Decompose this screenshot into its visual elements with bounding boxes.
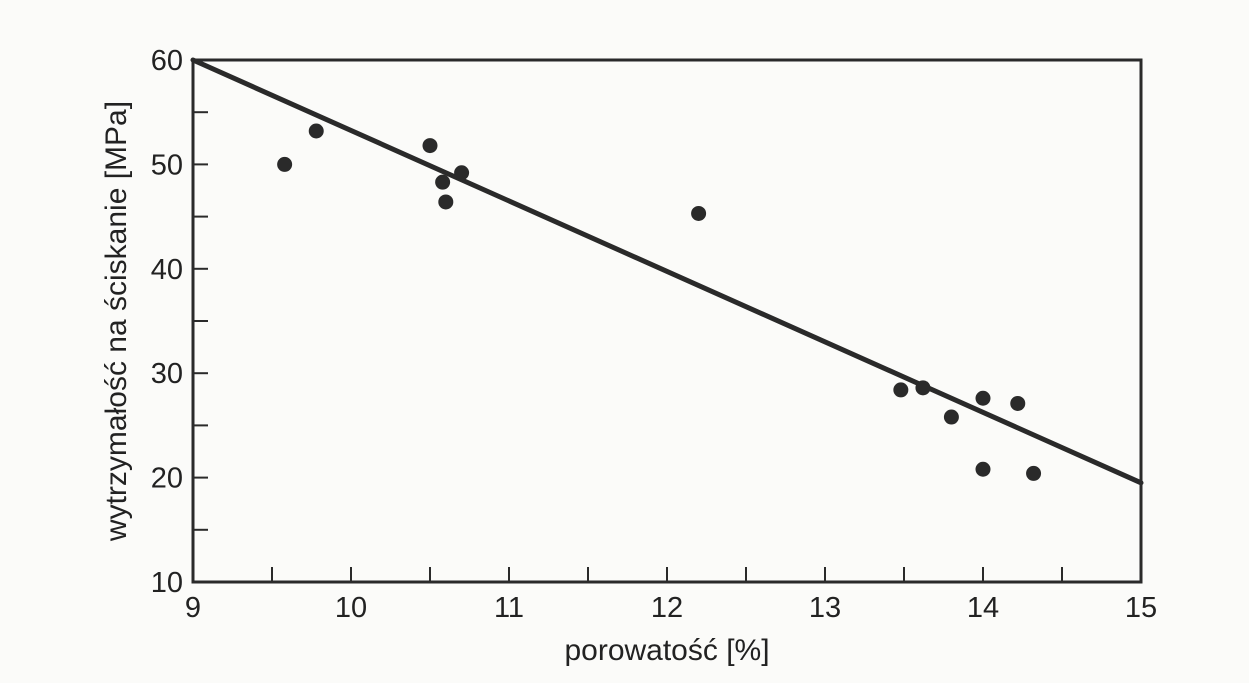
data-point <box>435 174 451 190</box>
data-point <box>691 205 707 221</box>
data-point <box>454 165 470 181</box>
data-point <box>943 409 959 425</box>
data-point <box>1010 395 1026 411</box>
data-point <box>1026 465 1042 481</box>
data-point <box>422 138 438 154</box>
y-tick-label: 30 <box>151 358 183 390</box>
x-tick-label: 11 <box>494 592 524 624</box>
data-point <box>975 461 991 477</box>
x-tick-label: 12 <box>651 592 683 624</box>
y-tick-label: 60 <box>151 45 183 77</box>
y-tick-label: 40 <box>151 254 183 286</box>
regression-line <box>190 57 1144 486</box>
y-axis-ticks: 10 20 30 40 50 60 <box>151 45 208 599</box>
data-point <box>438 194 454 210</box>
x-tick-label: 13 <box>809 592 841 624</box>
x-axis-ticks: 9 10 11 12 13 14 15 <box>185 567 1157 624</box>
x-axis-label: porowatość [%] <box>564 634 769 667</box>
x-tick-label: 10 <box>335 592 367 624</box>
data-point <box>308 123 324 139</box>
data-point <box>915 380 931 396</box>
y-tick-label: 50 <box>151 149 183 181</box>
y-axis-label: wytrzymałość na ściskanie [MPa] <box>100 101 133 542</box>
plot-frame <box>191 58 1143 584</box>
data-point <box>975 390 991 406</box>
x-tick-label: 14 <box>967 592 999 624</box>
x-tick-label: 9 <box>185 592 201 624</box>
x-tick-label: 15 <box>1125 592 1157 624</box>
data-point <box>277 156 293 172</box>
data-points <box>277 123 1042 481</box>
data-point <box>893 382 909 398</box>
y-tick-label: 20 <box>151 463 183 495</box>
y-tick-label: 10 <box>151 567 183 599</box>
